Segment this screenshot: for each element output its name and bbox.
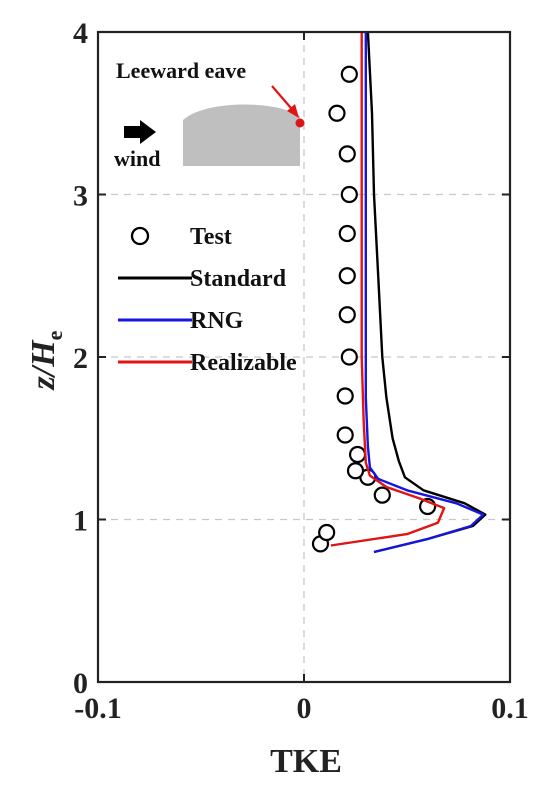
legend-entry-test: Test bbox=[130, 224, 232, 250]
series-layer bbox=[311, 31, 487, 554]
test-data-point bbox=[340, 185, 358, 204]
inset-diagram: wind Leeward eave bbox=[114, 58, 305, 171]
legend-entry-realizable: Realizable bbox=[118, 350, 297, 376]
test-data-point bbox=[338, 267, 356, 285]
building-shape bbox=[183, 104, 300, 166]
test-data-point bbox=[318, 523, 336, 542]
grid bbox=[98, 32, 510, 682]
test-data-point bbox=[328, 104, 346, 122]
y-axis-title-sub: e bbox=[42, 330, 67, 340]
legend-label: Realizable bbox=[190, 350, 297, 376]
test-data-point bbox=[373, 486, 391, 504]
legend-label: RNG bbox=[190, 308, 244, 334]
y-axis-title: z/He bbox=[25, 330, 67, 390]
test-data-point bbox=[348, 445, 367, 464]
wind-arrow-icon bbox=[124, 120, 156, 144]
x-tick-label: -0.1 bbox=[74, 692, 122, 725]
y-axis-title-main: z/H bbox=[25, 339, 62, 391]
leeward-eave-marker bbox=[295, 118, 305, 128]
legend: Test Standard RNG Realizable bbox=[118, 224, 297, 376]
legend-entry-standard: Standard bbox=[118, 266, 287, 292]
y-tick-label: 0 bbox=[73, 667, 88, 700]
legend-label: Standard bbox=[190, 266, 287, 292]
y-tick-label: 1 bbox=[73, 505, 88, 538]
leeward-eave-label: Leeward eave bbox=[116, 58, 246, 83]
x-tick-label: 0.1 bbox=[491, 692, 529, 725]
y-tick-label: 3 bbox=[73, 180, 88, 213]
legend-circle-swatch bbox=[130, 226, 150, 246]
test-data-point bbox=[340, 65, 358, 83]
annotation-arrowhead bbox=[287, 104, 299, 118]
series-line-realizable bbox=[330, 32, 446, 547]
test-data-point bbox=[336, 426, 354, 444]
series-line-standard bbox=[366, 31, 487, 554]
test-data-point bbox=[338, 145, 356, 163]
y-tick-label: 2 bbox=[73, 342, 88, 375]
legend-label: Test bbox=[190, 224, 232, 250]
wind-label: wind bbox=[114, 146, 160, 171]
test-data-point bbox=[340, 348, 358, 366]
y-tick-label: 4 bbox=[73, 17, 88, 50]
svg-text:z/He: z/He bbox=[25, 330, 67, 390]
test-data-point bbox=[338, 306, 356, 324]
x-axis-title: TKE bbox=[270, 743, 342, 780]
test-data-point bbox=[336, 387, 354, 405]
legend-entry-rng: RNG bbox=[118, 308, 244, 334]
x-tick-label: 0 bbox=[297, 692, 312, 725]
test-data-point bbox=[338, 224, 356, 243]
series-line-rng bbox=[364, 32, 485, 554]
test-data-point bbox=[346, 462, 365, 480]
